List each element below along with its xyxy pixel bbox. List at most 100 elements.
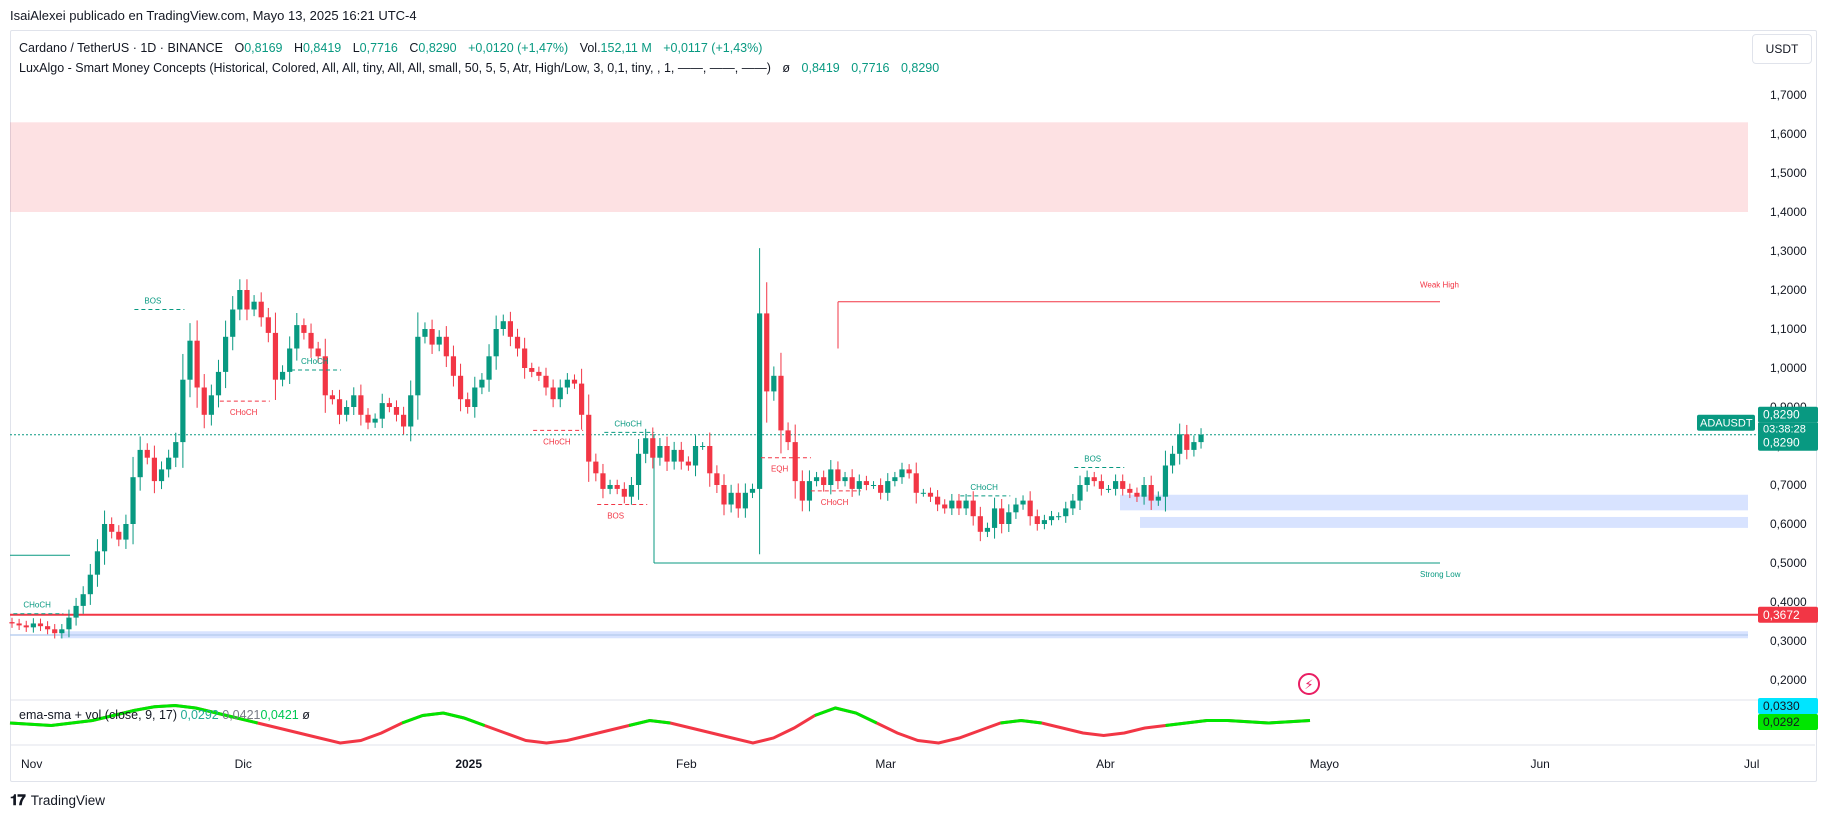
- structure-label: CHoCH: [970, 483, 998, 492]
- candle-body: [991, 508, 998, 528]
- last-price-badge-bg: [1758, 406, 1818, 423]
- candle-body: [87, 574, 93, 595]
- structure-label: CHoCH: [230, 408, 258, 417]
- candle-body: [30, 623, 36, 628]
- oscillator-name[interactable]: ema-sma + vol (close, 9, 17): [19, 708, 178, 722]
- structure-label: CHoCH: [301, 357, 329, 366]
- candle-body: [593, 461, 599, 474]
- candle-body: [365, 414, 371, 423]
- currency-button[interactable]: USDT: [1752, 34, 1812, 64]
- volume-value: 152,11 M: [600, 41, 652, 55]
- candle-body: [728, 492, 734, 505]
- candle-body: [550, 387, 556, 400]
- structure-label: CHoCH: [23, 601, 51, 610]
- structure-label: BOS: [607, 512, 624, 521]
- structure-label: CHoCH: [614, 419, 642, 428]
- candle-body: [144, 449, 150, 458]
- candle-body: [821, 477, 827, 485]
- candle-body: [336, 399, 343, 415]
- candle-body: [322, 356, 328, 396]
- candle-body: [393, 407, 400, 415]
- price-axis-tick: 1,2000: [1770, 283, 1807, 297]
- candle-body: [472, 387, 478, 407]
- indicator-value-2: 0,7716: [851, 61, 890, 75]
- countdown-bg: [1758, 422, 1818, 437]
- candle-body: [885, 481, 891, 493]
- candle-body: [443, 336, 449, 357]
- candle-body: [692, 446, 699, 466]
- candle-body: [1127, 488, 1133, 493]
- candle-body: [223, 336, 229, 372]
- price-axis-tick: 0,3000: [1770, 634, 1807, 648]
- candle-body: [536, 371, 542, 376]
- candle-body: [329, 395, 335, 400]
- time-axis-label: Jul: [1744, 757, 1759, 771]
- candle-body: [215, 371, 222, 396]
- candle-body: [543, 375, 549, 388]
- candle-body: [244, 290, 250, 310]
- indicator-legend-row: LuxAlgo - Smart Money Concepts (Historic…: [19, 58, 939, 78]
- candle-body: [600, 473, 606, 489]
- candle-body: [878, 485, 884, 493]
- candle-body: [137, 449, 143, 478]
- price-axis-tick: 1,3000: [1770, 244, 1807, 258]
- hidden-values-icon[interactable]: ø: [782, 61, 791, 75]
- volume-change: +0,0117 (+1,43%): [663, 41, 763, 55]
- oscillator-hidden-icon[interactable]: ø: [302, 708, 310, 722]
- candle-body: [37, 623, 44, 627]
- open-label: O: [234, 41, 245, 55]
- time-axis-label: 2025: [455, 757, 482, 771]
- price-axis-tick: 0,4000: [1770, 595, 1807, 609]
- candle-body: [294, 325, 300, 349]
- candle-body: [614, 485, 620, 489]
- red-line-badge-bg: [1758, 606, 1818, 623]
- chart-legend: Cardano / TetherUS · 1D · BINANCE O0,816…: [19, 38, 939, 78]
- structure-label: CHoCH: [543, 437, 571, 446]
- candle-body: [956, 500, 962, 509]
- candle-body: [500, 321, 506, 329]
- candle-body: [386, 403, 392, 407]
- price-axis-tick: 0,7000: [1770, 478, 1807, 492]
- candle-body: [664, 446, 670, 462]
- indicator-value-1: 0,8419: [801, 61, 840, 75]
- lightning-icon[interactable]: ⚡: [1298, 673, 1320, 695]
- structure-label: CHoCH: [821, 498, 849, 507]
- candle-body: [1027, 500, 1033, 517]
- candle-body: [1056, 516, 1062, 518]
- indicator-value-3: 0,8290: [900, 61, 940, 75]
- candle-body: [166, 457, 172, 470]
- candle-body: [415, 336, 421, 396]
- candle-body: [59, 629, 65, 634]
- candle-body: [130, 477, 136, 524]
- candle-body: [372, 418, 378, 423]
- candle-body: [66, 617, 72, 630]
- candle-body: [1191, 442, 1197, 450]
- candle-body: [607, 485, 613, 489]
- candle-body: [977, 516, 983, 532]
- price-axis-tick: 1,1000: [1770, 322, 1807, 336]
- price-axis-tick: 0,5000: [1770, 556, 1807, 570]
- candle-body: [1098, 481, 1104, 489]
- oscillator-legend: ema-sma + vol (close, 9, 17) 0,0292 0,04…: [19, 708, 310, 722]
- time-axis-label: Nov: [21, 757, 42, 771]
- candle-body: [849, 477, 855, 489]
- volume-label: Vol.: [579, 41, 601, 55]
- oscillator-value-2: 0,0421: [222, 708, 261, 722]
- candle-body: [344, 407, 350, 415]
- indicator-name[interactable]: LuxAlgo - Smart Money Concepts (Historic…: [19, 61, 771, 75]
- candle-body: [187, 340, 193, 380]
- candle-body: [927, 492, 934, 497]
- candle-body: [422, 329, 428, 337]
- osc-badge-2: 0,0292: [1763, 715, 1800, 729]
- candle-body: [109, 524, 115, 532]
- candle-body: [920, 492, 926, 494]
- candle-body: [479, 379, 485, 388]
- candle-body: [1091, 477, 1097, 482]
- price-marker-badge-bg: [1758, 434, 1818, 451]
- zone-demand-2: [1140, 516, 1748, 528]
- symbol-name[interactable]: Cardano / TetherUS · 1D · BINANCE: [19, 41, 224, 55]
- candle-body: [757, 313, 763, 489]
- candle-body: [1155, 496, 1161, 501]
- candle-body: [949, 500, 955, 509]
